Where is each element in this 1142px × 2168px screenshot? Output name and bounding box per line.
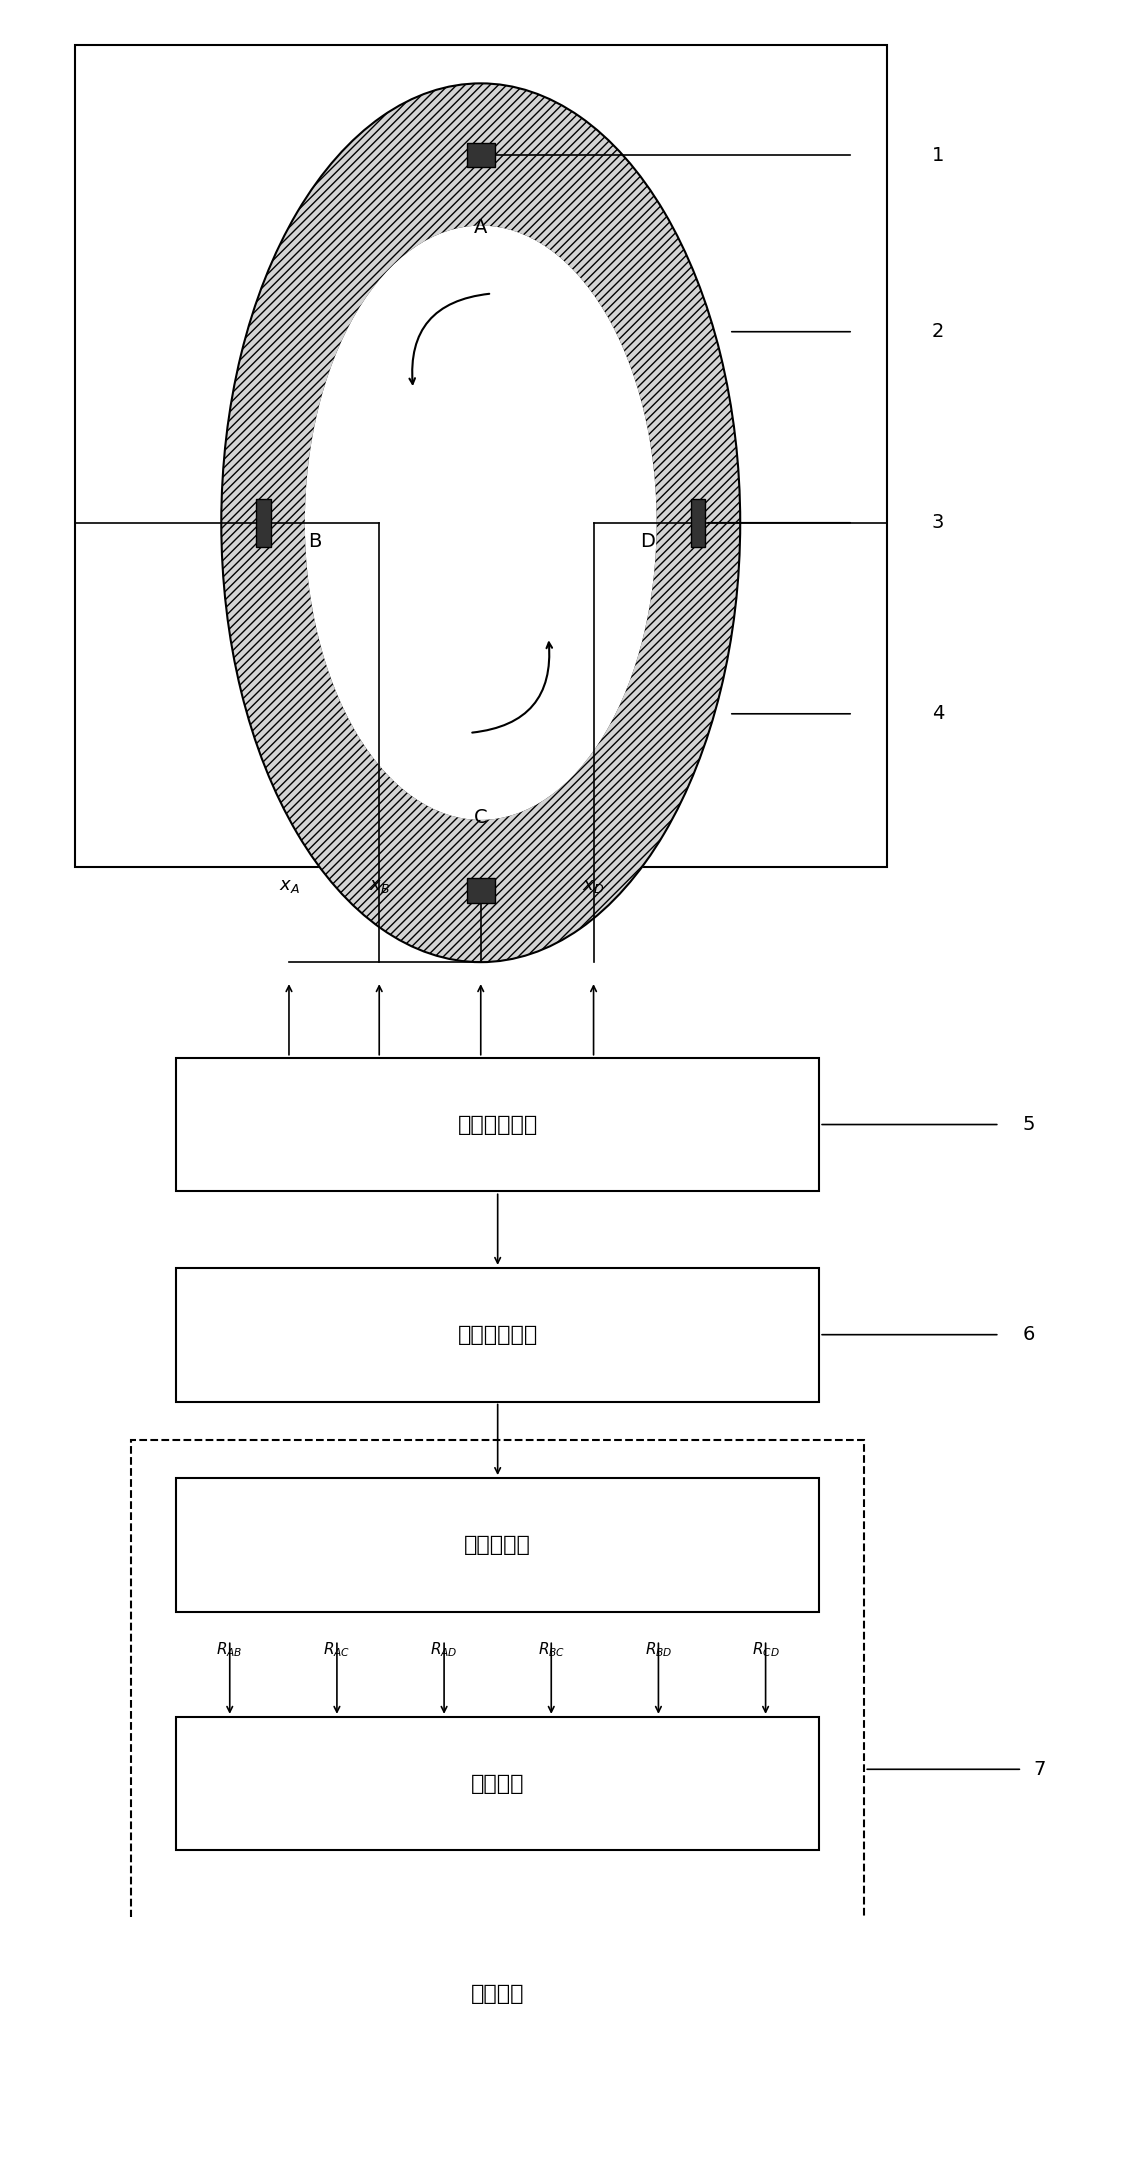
Text: C: C <box>474 809 488 828</box>
Bar <box>467 143 494 167</box>
Text: $R_{BC}$: $R_{BC}$ <box>538 1641 565 1659</box>
Text: 互相关分析: 互相关分析 <box>465 1535 531 1554</box>
Text: 4: 4 <box>932 705 944 724</box>
Bar <box>413 2138 582 2168</box>
Text: $R_{AC}$: $R_{AC}$ <box>323 1641 351 1659</box>
Text: 信号处理单元: 信号处理单元 <box>458 1325 538 1344</box>
Bar <box>256 499 271 546</box>
Text: 5: 5 <box>1022 1114 1035 1134</box>
Text: A: A <box>474 219 488 236</box>
Circle shape <box>222 82 740 963</box>
Text: B: B <box>307 533 321 551</box>
Text: D: D <box>640 533 654 551</box>
Text: 转速计算: 转速计算 <box>471 1773 524 1793</box>
Circle shape <box>306 228 656 820</box>
Bar <box>691 499 706 546</box>
Bar <box>176 1717 819 1851</box>
Bar <box>74 46 887 867</box>
Text: 3: 3 <box>932 514 944 533</box>
Text: $R_{BD}$: $R_{BD}$ <box>644 1641 673 1659</box>
Bar <box>467 878 494 902</box>
Text: $R_{AB}$: $R_{AB}$ <box>217 1641 243 1659</box>
Text: $R_{AD}$: $R_{AD}$ <box>431 1641 458 1659</box>
Text: 1: 1 <box>932 145 944 165</box>
Text: $x_B$: $x_B$ <box>369 878 389 895</box>
Bar <box>176 1479 819 1611</box>
Text: $x_C$: $x_C$ <box>469 878 492 895</box>
Text: 2: 2 <box>932 323 944 340</box>
Text: 信号调理单元: 信号调理单元 <box>458 1114 538 1134</box>
Text: 6: 6 <box>1022 1325 1035 1344</box>
Text: $R_{CD}$: $R_{CD}$ <box>751 1641 780 1659</box>
Text: 数据融合: 数据融合 <box>471 1984 524 2003</box>
Text: $x_A$: $x_A$ <box>279 878 299 895</box>
Text: 7: 7 <box>1034 1760 1046 1778</box>
Bar <box>176 1058 819 1192</box>
Text: $x_D$: $x_D$ <box>582 878 604 895</box>
Bar <box>176 1268 819 1401</box>
Bar <box>131 1440 864 2099</box>
Bar <box>176 1927 819 2060</box>
